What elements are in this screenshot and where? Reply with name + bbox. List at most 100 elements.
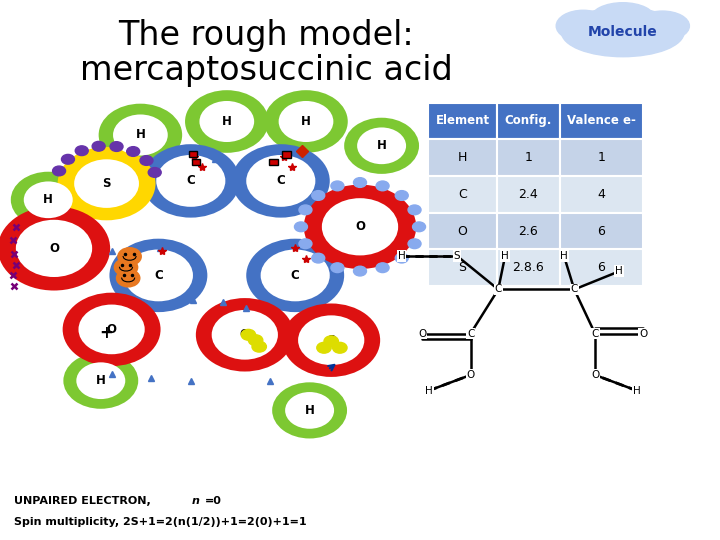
- Text: O: O: [107, 323, 117, 336]
- Circle shape: [110, 141, 123, 151]
- Circle shape: [63, 353, 138, 409]
- Circle shape: [272, 382, 347, 438]
- Circle shape: [333, 342, 347, 353]
- Circle shape: [331, 181, 344, 191]
- Circle shape: [408, 205, 421, 215]
- Circle shape: [354, 266, 366, 276]
- Circle shape: [212, 310, 278, 360]
- Text: O: O: [355, 220, 365, 233]
- Circle shape: [58, 147, 156, 220]
- Circle shape: [408, 239, 421, 248]
- Text: =0: =0: [204, 496, 221, 505]
- Circle shape: [124, 249, 193, 301]
- Circle shape: [118, 248, 141, 265]
- Circle shape: [322, 198, 398, 255]
- Circle shape: [142, 144, 240, 218]
- Circle shape: [312, 191, 325, 200]
- Circle shape: [354, 178, 366, 187]
- Text: H: H: [560, 251, 568, 261]
- Text: H: H: [458, 151, 467, 164]
- Circle shape: [114, 259, 138, 276]
- Text: H: H: [616, 266, 623, 276]
- Circle shape: [324, 336, 338, 347]
- Text: C: C: [291, 269, 300, 282]
- Text: H: H: [135, 129, 145, 141]
- Circle shape: [99, 104, 182, 166]
- FancyBboxPatch shape: [560, 139, 643, 176]
- Text: O: O: [467, 370, 474, 380]
- Text: O: O: [418, 328, 426, 339]
- FancyBboxPatch shape: [428, 103, 497, 139]
- Circle shape: [299, 205, 312, 215]
- FancyBboxPatch shape: [189, 151, 197, 157]
- Circle shape: [241, 329, 256, 340]
- Circle shape: [413, 222, 426, 232]
- Circle shape: [148, 167, 161, 177]
- Circle shape: [78, 305, 145, 354]
- FancyBboxPatch shape: [560, 103, 643, 139]
- Text: S: S: [459, 261, 467, 274]
- Circle shape: [279, 101, 333, 142]
- Text: 6: 6: [598, 225, 606, 238]
- Text: O: O: [591, 370, 599, 380]
- Text: UNPAIRED ELECTRON,: UNPAIRED ELECTRON,: [14, 496, 155, 505]
- FancyBboxPatch shape: [269, 159, 278, 165]
- Circle shape: [63, 293, 161, 366]
- Text: O: O: [49, 242, 59, 255]
- Circle shape: [376, 263, 389, 273]
- Circle shape: [395, 191, 408, 200]
- Text: +: +: [99, 324, 114, 342]
- Circle shape: [261, 249, 330, 301]
- FancyBboxPatch shape: [428, 213, 497, 249]
- Text: 1: 1: [525, 151, 532, 164]
- Ellipse shape: [635, 11, 690, 41]
- Text: 1: 1: [598, 151, 606, 164]
- Circle shape: [11, 172, 86, 228]
- Circle shape: [357, 127, 406, 164]
- Circle shape: [61, 154, 74, 164]
- FancyBboxPatch shape: [560, 176, 643, 213]
- Circle shape: [252, 341, 266, 352]
- Text: C: C: [495, 285, 502, 294]
- Circle shape: [299, 239, 312, 248]
- Text: Valence e-: Valence e-: [567, 114, 636, 127]
- Text: S: S: [454, 251, 460, 261]
- Text: H: H: [222, 115, 232, 128]
- Text: H: H: [397, 251, 405, 261]
- Text: H: H: [377, 139, 387, 152]
- Circle shape: [331, 263, 344, 273]
- Circle shape: [317, 342, 331, 353]
- Circle shape: [196, 298, 294, 372]
- FancyBboxPatch shape: [282, 151, 291, 158]
- Circle shape: [24, 181, 73, 218]
- FancyBboxPatch shape: [192, 159, 200, 165]
- Circle shape: [109, 239, 207, 312]
- FancyBboxPatch shape: [497, 103, 560, 139]
- Circle shape: [16, 220, 92, 277]
- Circle shape: [395, 253, 408, 263]
- FancyBboxPatch shape: [428, 139, 497, 176]
- Text: The rough model:: The rough model:: [119, 18, 414, 52]
- Text: O: O: [458, 225, 467, 238]
- Circle shape: [113, 114, 168, 156]
- Text: C: C: [591, 328, 599, 339]
- Circle shape: [248, 335, 263, 346]
- Text: 6: 6: [598, 261, 606, 274]
- FancyBboxPatch shape: [497, 213, 560, 249]
- Text: H: H: [633, 386, 640, 395]
- Circle shape: [294, 222, 307, 232]
- Text: C: C: [570, 285, 578, 294]
- Circle shape: [282, 303, 380, 377]
- Circle shape: [246, 155, 315, 207]
- Circle shape: [74, 159, 139, 208]
- Circle shape: [344, 118, 419, 174]
- Circle shape: [246, 239, 344, 312]
- FancyBboxPatch shape: [497, 176, 560, 213]
- Circle shape: [185, 90, 269, 153]
- Circle shape: [199, 101, 254, 142]
- Circle shape: [92, 141, 105, 151]
- Text: O: O: [639, 328, 647, 339]
- FancyBboxPatch shape: [560, 213, 643, 249]
- FancyBboxPatch shape: [428, 249, 497, 286]
- FancyBboxPatch shape: [428, 176, 497, 213]
